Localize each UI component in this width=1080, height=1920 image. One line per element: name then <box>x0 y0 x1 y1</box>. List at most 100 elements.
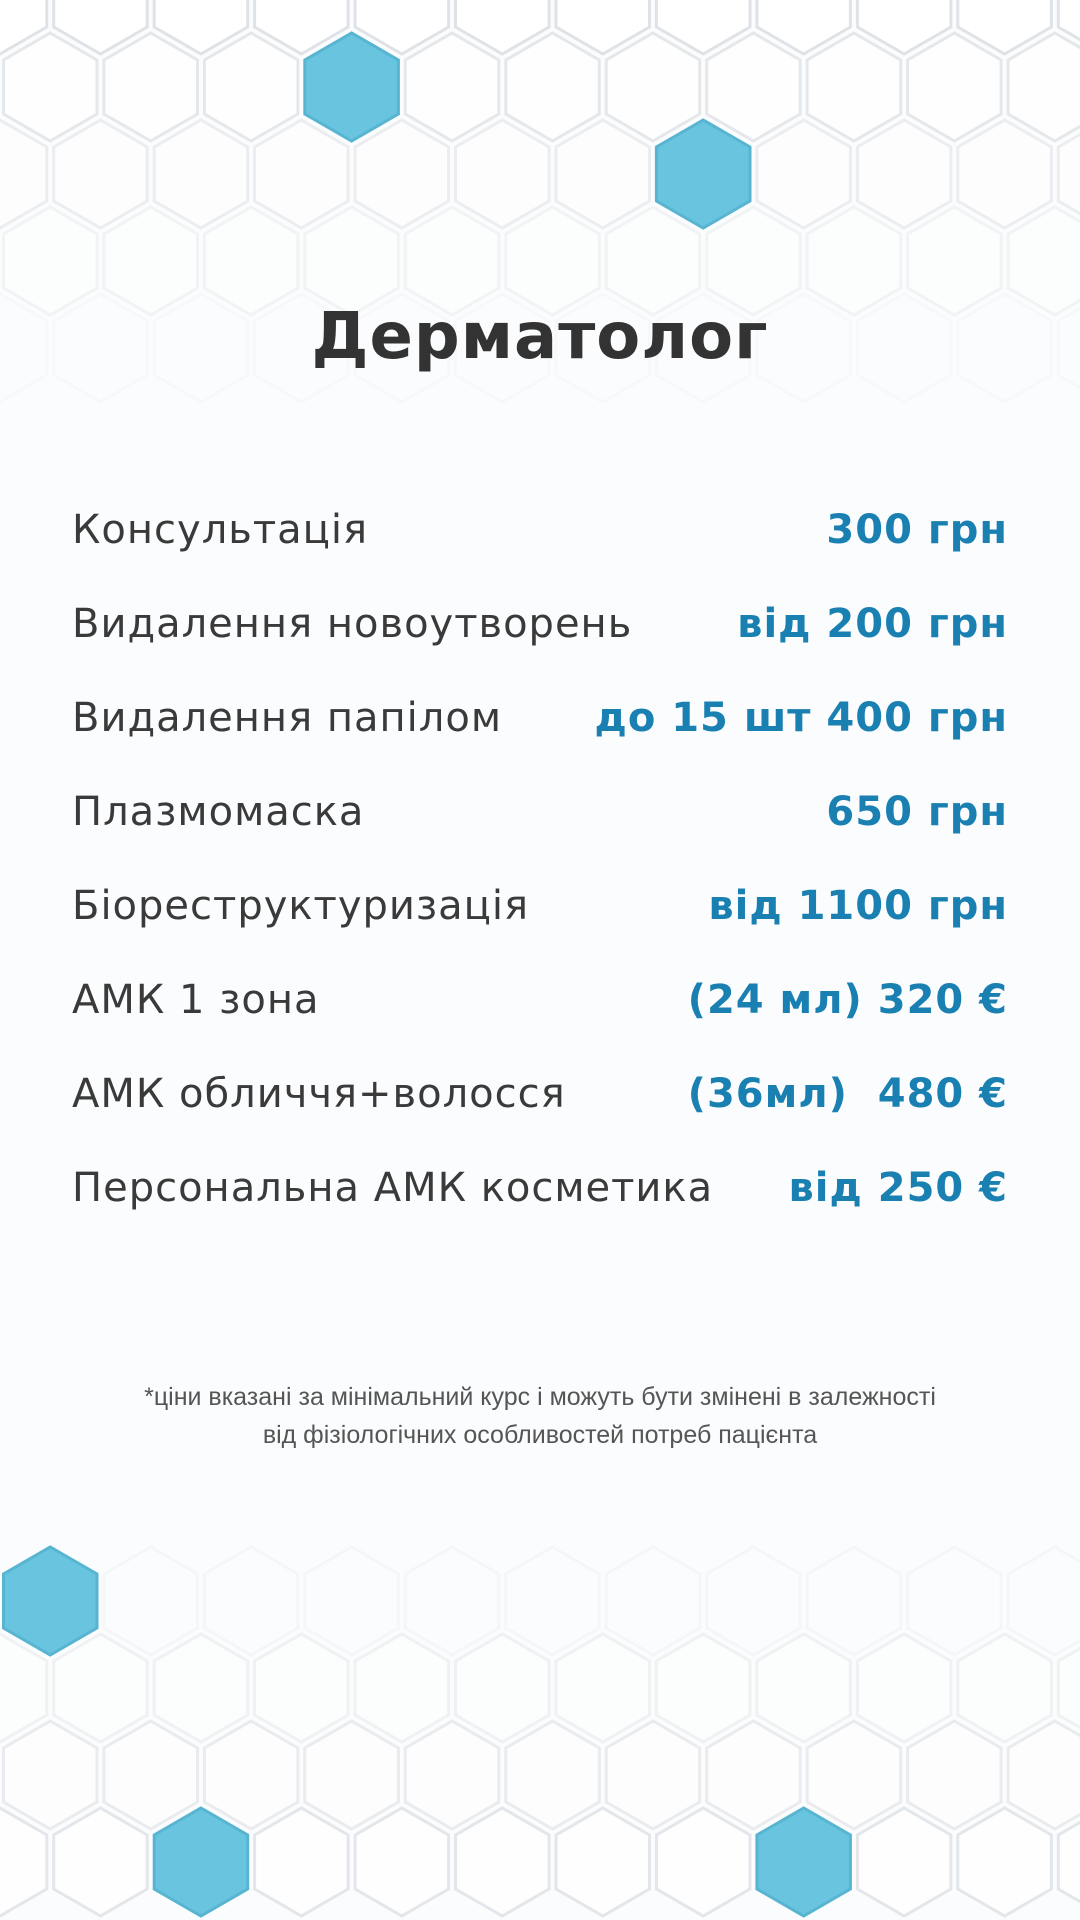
white-hexagon <box>956 118 1053 230</box>
white-hexagon <box>956 1806 1053 1918</box>
white-hexagon <box>906 205 1003 317</box>
white-hexagon <box>1056 1646 1080 1730</box>
white-hexagon <box>654 0 752 56</box>
price-row: Видалення новоутворень від 200 грн <box>72 594 1008 654</box>
white-hexagon <box>1056 0 1080 42</box>
white-hexagon <box>303 1545 400 1657</box>
white-hexagon <box>2 205 99 317</box>
white-hexagon <box>1006 31 1080 143</box>
price-row: АМК обличчя+волосся (36мл) 480 € <box>72 1064 1008 1124</box>
white-hexagon <box>554 1632 651 1744</box>
white-hexagon <box>906 31 1003 143</box>
white-hexagon <box>654 1806 752 1918</box>
white-hexagon <box>554 1806 651 1918</box>
price-disclaimer: *ціни вказані за мінімальний курс і можу… <box>0 1378 1080 1454</box>
white-hexagon <box>855 1806 953 1918</box>
white-hexagon <box>403 1545 501 1657</box>
white-hexagon <box>202 31 300 143</box>
white-hexagon <box>0 118 49 230</box>
disclaimer-line-1: *ціни вказані за мінімальний курс і можу… <box>144 1383 936 1411</box>
white-hexagon <box>202 1719 300 1831</box>
white-hexagon <box>554 0 651 56</box>
white-hexagon <box>956 1632 1053 1744</box>
white-hexagon <box>1056 132 1080 216</box>
white-hexagon <box>705 1545 802 1657</box>
white-hexagon <box>403 1719 501 1831</box>
white-hexagon <box>52 118 149 230</box>
white-hexagon <box>604 205 702 317</box>
white-hexagon <box>152 292 250 404</box>
white-hexagon <box>1006 205 1080 317</box>
service-price: 300 грн <box>826 507 1008 553</box>
white-hexagon <box>353 1806 451 1918</box>
white-hexagon <box>855 118 953 230</box>
white-hexagon <box>353 118 451 230</box>
white-hexagon <box>253 0 350 56</box>
white-hexagon <box>956 292 1053 404</box>
white-hexagon <box>52 292 149 404</box>
white-hexagon <box>102 31 199 143</box>
white-hexagon <box>504 1545 601 1657</box>
white-hexagon <box>604 1719 702 1831</box>
white-hexagon <box>0 1632 49 1744</box>
white-hexagon <box>253 118 350 230</box>
price-row: Персональна АМК косметика від 250 € <box>72 1158 1008 1218</box>
white-hexagon <box>2 1719 99 1831</box>
white-hexagon <box>1006 1545 1080 1657</box>
white-hexagon <box>906 1545 1003 1657</box>
white-hexagon <box>0 1806 49 1918</box>
disclaimer-line-2: від фізіологічних особливостей потреб па… <box>262 1421 818 1449</box>
white-hexagon <box>755 1632 852 1744</box>
white-hexagon <box>805 31 903 143</box>
white-hexagon <box>906 1719 1003 1831</box>
white-hexagon <box>353 0 451 56</box>
blue-hexagon <box>303 31 400 143</box>
white-hexagon <box>454 1632 551 1744</box>
service-price: 650 грн <box>826 789 1008 835</box>
white-hexagon <box>152 0 250 56</box>
white-hexagon <box>403 31 501 143</box>
white-hexagon <box>1056 306 1080 390</box>
service-name: Плазмомаска <box>72 789 365 835</box>
white-hexagon <box>0 292 49 404</box>
white-hexagon <box>2 31 99 143</box>
white-hexagon <box>303 205 400 317</box>
white-hexagon <box>705 205 802 317</box>
white-hexagon <box>253 1632 350 1744</box>
blue-hexagon <box>2 1545 99 1657</box>
white-hexagon <box>604 31 702 143</box>
blue-hexagon <box>152 1806 250 1918</box>
hexagon-background-top <box>0 0 1080 404</box>
price-row: Біореструктуризація від 1100 грн <box>72 876 1008 936</box>
white-hexagon <box>654 1632 752 1744</box>
service-name: АМК обличчя+волосся <box>72 1071 566 1117</box>
white-hexagon <box>755 292 852 404</box>
hexagon-background-bottom <box>0 1545 1080 1918</box>
white-hexagon <box>454 0 551 56</box>
white-hexagon <box>956 0 1053 56</box>
price-row: Плазмомаска 650 грн <box>72 782 1008 842</box>
white-hexagon <box>504 1719 601 1831</box>
service-price: до 15 шт 400 грн <box>594 695 1008 741</box>
white-hexagon <box>403 205 501 317</box>
white-hexagon <box>152 1632 250 1744</box>
price-row: Видалення папілом до 15 шт 400 грн <box>72 688 1008 748</box>
white-hexagon <box>202 205 300 317</box>
price-row: Консультація 300 грн <box>72 500 1008 560</box>
white-hexagon <box>755 0 852 56</box>
white-hexagon <box>454 118 551 230</box>
white-hexagon <box>454 1806 551 1918</box>
white-hexagon <box>0 0 49 56</box>
white-hexagon <box>855 0 953 56</box>
price-row: АМК 1 зона (24 мл) 320 € <box>72 970 1008 1030</box>
white-hexagon <box>705 1719 802 1831</box>
white-hexagon <box>805 1719 903 1831</box>
white-hexagon <box>504 205 601 317</box>
service-price: від 200 грн <box>737 601 1008 647</box>
white-hexagon <box>504 31 601 143</box>
service-name: Персональна АМК косметика <box>72 1165 714 1211</box>
blue-hexagon <box>654 118 752 230</box>
white-hexagon <box>52 0 149 56</box>
service-price: (36мл) 480 € <box>687 1071 1008 1117</box>
white-hexagon <box>705 31 802 143</box>
